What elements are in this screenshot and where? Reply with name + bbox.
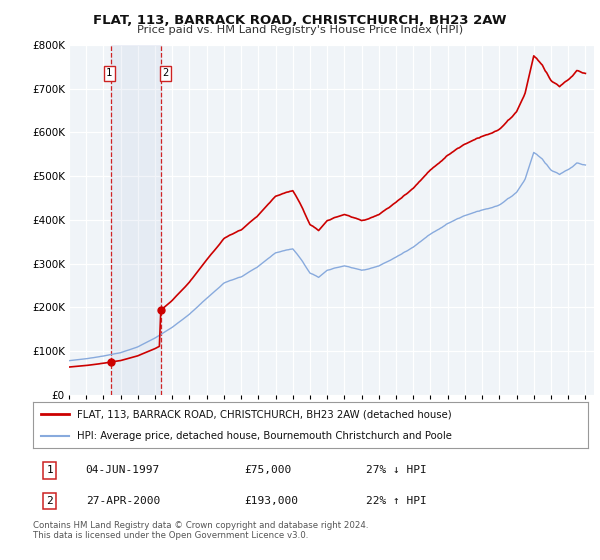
Text: This data is licensed under the Open Government Licence v3.0.: This data is licensed under the Open Gov… [33, 531, 308, 540]
Text: 2: 2 [46, 496, 53, 506]
Text: Contains HM Land Registry data © Crown copyright and database right 2024.: Contains HM Land Registry data © Crown c… [33, 521, 368, 530]
Text: 1: 1 [106, 68, 112, 78]
Text: 2: 2 [162, 68, 169, 78]
Text: FLAT, 113, BARRACK ROAD, CHRISTCHURCH, BH23 2AW (detached house): FLAT, 113, BARRACK ROAD, CHRISTCHURCH, B… [77, 409, 452, 419]
Text: 04-JUN-1997: 04-JUN-1997 [86, 465, 160, 475]
Bar [110, 45, 161, 395]
Text: Price paid vs. HM Land Registry's House Price Index (HPI): Price paid vs. HM Land Registry's House … [137, 25, 463, 35]
Text: FLAT, 113, BARRACK ROAD, CHRISTCHURCH, BH23 2AW: FLAT, 113, BARRACK ROAD, CHRISTCHURCH, B… [93, 14, 507, 27]
Text: HPI: Average price, detached house, Bournemouth Christchurch and Poole: HPI: Average price, detached house, Bour… [77, 431, 452, 441]
Text: £193,000: £193,000 [244, 496, 298, 506]
Text: 27-APR-2000: 27-APR-2000 [86, 496, 160, 506]
Text: 1: 1 [46, 465, 53, 475]
Text: 22% ↑ HPI: 22% ↑ HPI [366, 496, 427, 506]
Text: £75,000: £75,000 [244, 465, 291, 475]
Text: 27% ↓ HPI: 27% ↓ HPI [366, 465, 427, 475]
